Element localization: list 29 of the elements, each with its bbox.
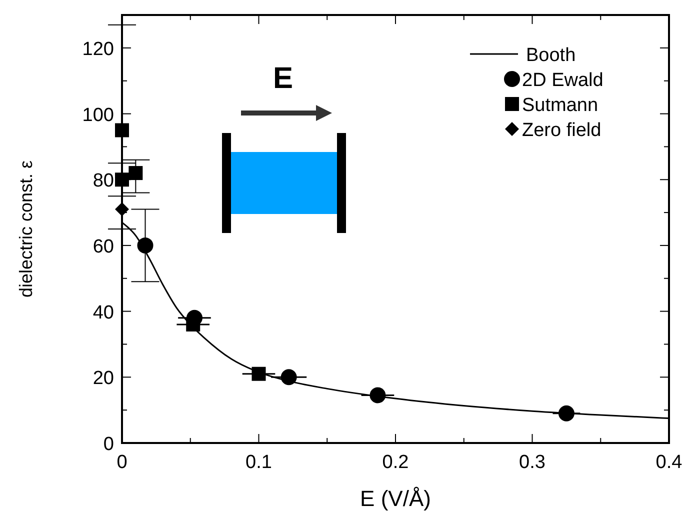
- y-axis-title: dielectric const. ε: [16, 160, 36, 298]
- legend-label: 2D Ewald: [522, 70, 604, 91]
- y-tick-label: 20: [92, 368, 114, 390]
- x-axis-title: E (V/Å): [360, 486, 431, 511]
- point: [128, 166, 143, 180]
- y-tick-label: 60: [92, 236, 114, 258]
- x-tick-label: 0: [116, 452, 128, 473]
- y-tick-label: 40: [92, 302, 114, 324]
- point: [115, 123, 129, 138]
- legend-label: Booth: [526, 45, 576, 66]
- x-tick-label: 0.4: [656, 452, 683, 473]
- point: [186, 317, 200, 332]
- x-tick-label: 0.2: [382, 452, 409, 473]
- y-tick-label: 0: [103, 434, 114, 455]
- y-tick-label: 100: [82, 104, 114, 126]
- point: [280, 369, 297, 386]
- point: [115, 172, 129, 187]
- x-tick-label: 0.1: [246, 452, 272, 473]
- point: [558, 405, 574, 422]
- y-tick-label: 80: [92, 170, 114, 192]
- point: [115, 202, 129, 216]
- legend-label: Zero field: [522, 120, 602, 141]
- point: [137, 237, 154, 254]
- legend-label: Sutmann: [522, 95, 598, 116]
- point: [370, 387, 386, 404]
- x-tick-label: 0.3: [519, 452, 546, 473]
- y-tick-label: 120: [82, 38, 114, 60]
- point: [252, 366, 266, 381]
- annotation: E: [272, 62, 294, 95]
